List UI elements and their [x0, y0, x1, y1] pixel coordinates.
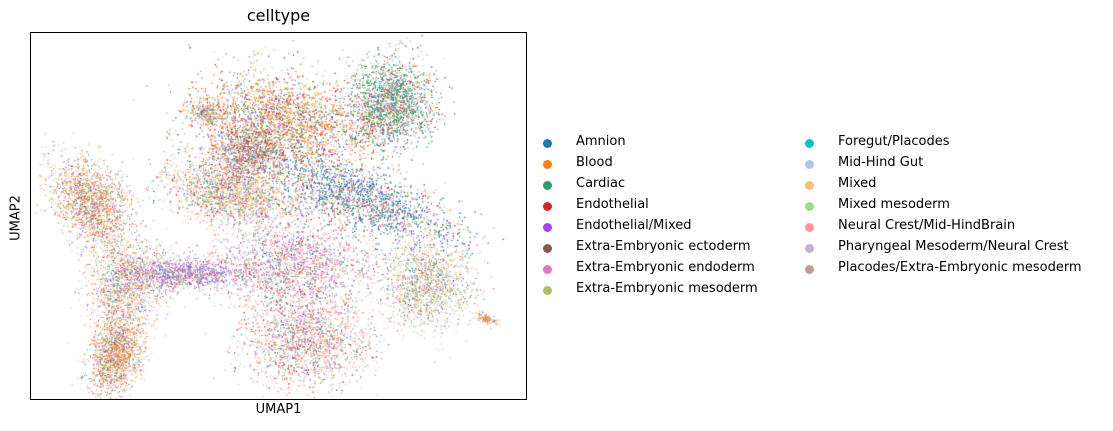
legend-label: Mixed mesoderm — [838, 197, 950, 212]
legend-marker — [543, 181, 552, 190]
legend-marker — [543, 244, 552, 253]
legend-marker — [543, 265, 552, 274]
legend-label: Extra-Embryonic ectoderm — [576, 239, 751, 254]
legend-marker — [805, 244, 814, 253]
legend-label: Pharyngeal Mesoderm/Neural Crest — [838, 239, 1069, 254]
legend-label: Placodes/Extra-Embryonic mesoderm — [838, 260, 1082, 275]
legend-marker — [543, 139, 552, 148]
x-axis-label: UMAP1 — [255, 402, 302, 417]
legend-marker — [805, 223, 814, 232]
legend-marker — [805, 181, 814, 190]
legend-label: Endothelial/Mixed — [576, 218, 692, 233]
legend-label: Endothelial — [576, 197, 649, 212]
chart-title: celltype — [246, 6, 311, 25]
legend-marker — [543, 286, 552, 295]
legend-marker — [805, 160, 814, 169]
legend-marker — [805, 202, 814, 211]
legend-label: Cardiac — [576, 176, 626, 191]
legend-marker — [805, 265, 814, 274]
legend-label: Mid-Hind Gut — [838, 155, 924, 170]
legend-label: Extra-Embryonic endoderm — [576, 260, 755, 275]
scatter-points — [31, 33, 526, 399]
legend-marker — [805, 139, 814, 148]
legend-marker — [543, 223, 552, 232]
legend-label: Mixed — [838, 176, 877, 191]
legend-label: Neural Crest/Mid-HindBrain — [838, 218, 1016, 233]
legend-label: Foregut/Placodes — [838, 134, 950, 149]
legend-label: Amnion — [576, 134, 626, 149]
plot-area — [30, 32, 527, 400]
legend-marker — [543, 202, 552, 211]
legend-label: Blood — [576, 155, 613, 170]
legend-marker — [543, 160, 552, 169]
y-axis-label: UMAP2 — [8, 195, 24, 241]
legend-label: Extra-Embryonic mesoderm — [576, 281, 758, 296]
